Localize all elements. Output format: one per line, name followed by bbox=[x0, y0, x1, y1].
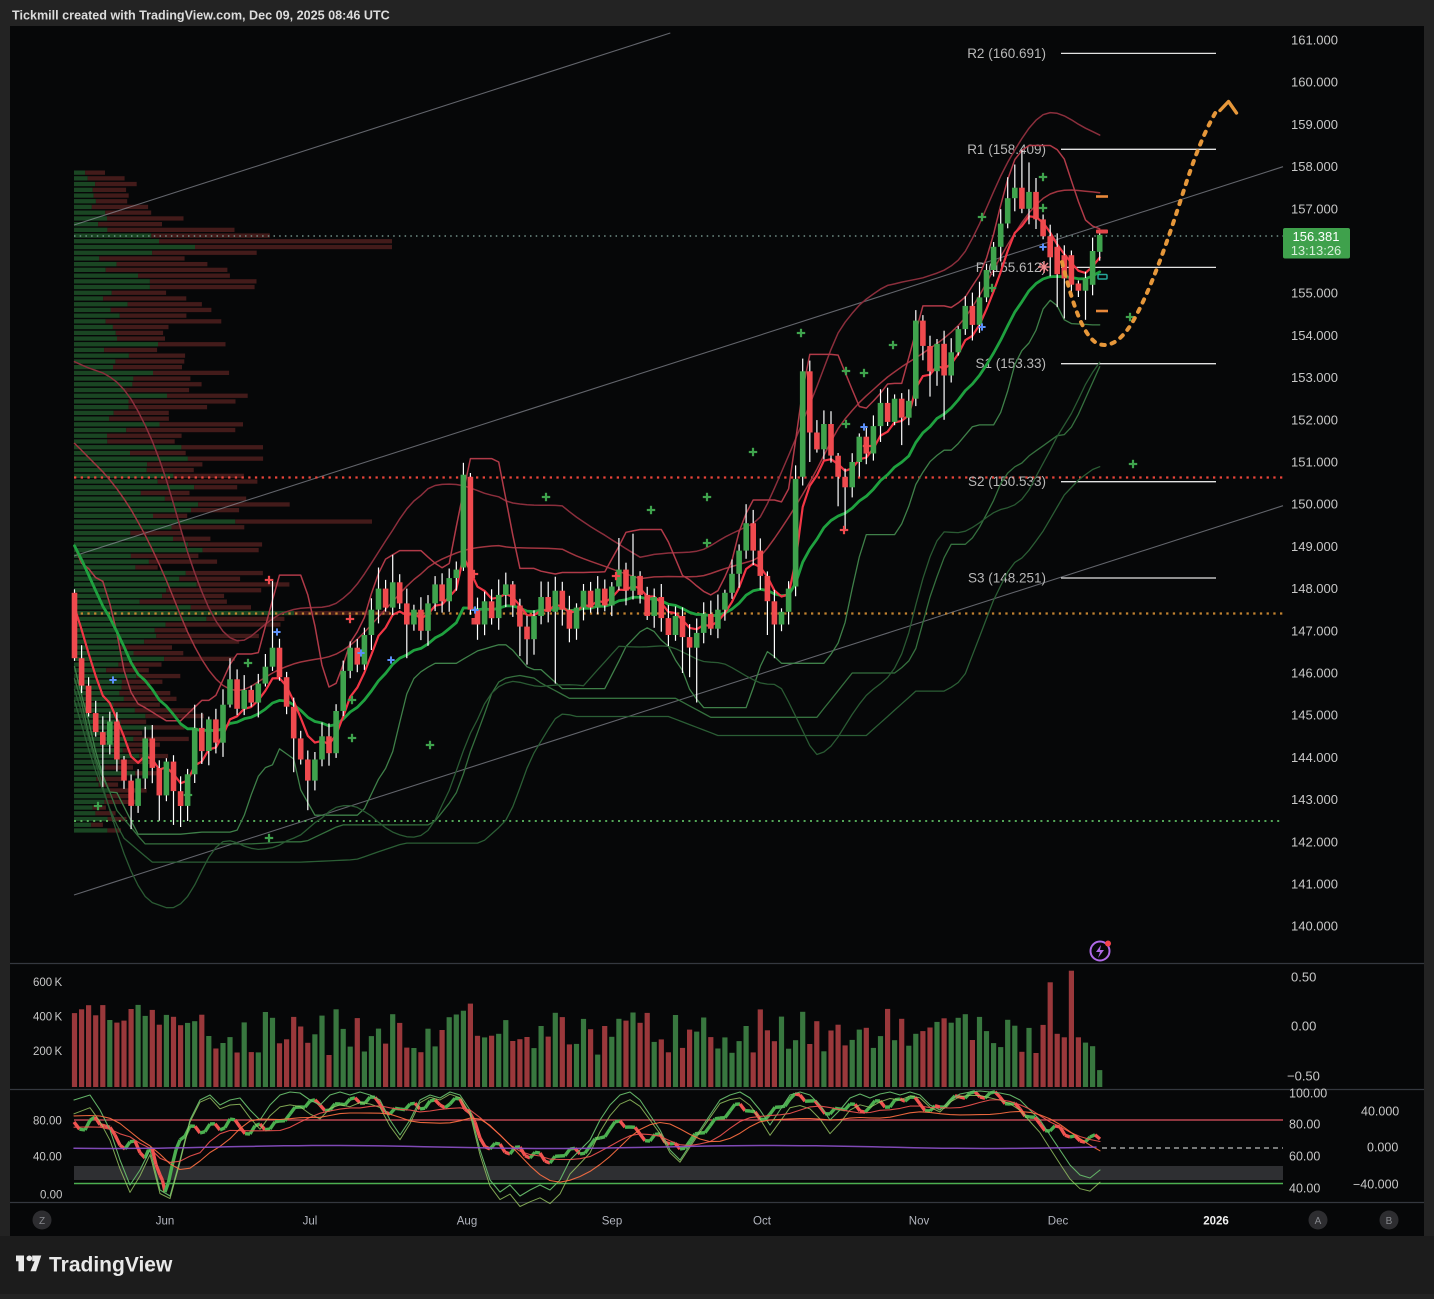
svg-text:144.000: 144.000 bbox=[1291, 750, 1338, 765]
svg-text:148.000: 148.000 bbox=[1291, 581, 1338, 596]
svg-text:161.000: 161.000 bbox=[1291, 33, 1338, 48]
svg-text:160.000: 160.000 bbox=[1291, 75, 1338, 90]
svg-text:40.00: 40.00 bbox=[1289, 1182, 1320, 1196]
svg-text:Jun: Jun bbox=[156, 1216, 175, 1228]
svg-text:152.000: 152.000 bbox=[1291, 412, 1338, 427]
svg-text:200 K: 200 K bbox=[33, 1046, 62, 1058]
svg-text:Dec: Dec bbox=[1048, 1216, 1069, 1228]
svg-text:60.00: 60.00 bbox=[1289, 1150, 1320, 1164]
svg-text:Nov: Nov bbox=[909, 1216, 930, 1228]
svg-text:400 K: 400 K bbox=[33, 1012, 62, 1024]
svg-text:40.00: 40.00 bbox=[33, 1152, 62, 1164]
svg-text:Oct: Oct bbox=[753, 1216, 772, 1228]
svg-text:S2 (150.533): S2 (150.533) bbox=[968, 474, 1046, 489]
svg-text:Z: Z bbox=[39, 1216, 45, 1227]
svg-text:80.00: 80.00 bbox=[1289, 1118, 1320, 1132]
svg-text:R2 (160.691): R2 (160.691) bbox=[967, 46, 1046, 61]
svg-text:40.000: 40.000 bbox=[1361, 1105, 1399, 1119]
svg-text:0.000: 0.000 bbox=[1367, 1141, 1398, 1155]
svg-text:155.000: 155.000 bbox=[1291, 286, 1338, 301]
svg-text:A: A bbox=[1315, 1216, 1322, 1227]
svg-text:149.000: 149.000 bbox=[1291, 539, 1338, 554]
svg-text:147.000: 147.000 bbox=[1291, 623, 1338, 638]
svg-text:146.000: 146.000 bbox=[1291, 666, 1338, 681]
svg-text:−0.50: −0.50 bbox=[1287, 1069, 1320, 1084]
svg-text:Jul: Jul bbox=[303, 1216, 318, 1228]
svg-text:2026: 2026 bbox=[1203, 1216, 1229, 1228]
svg-text:R1 (158.409): R1 (158.409) bbox=[967, 142, 1046, 157]
svg-text:TradingView: TradingView bbox=[49, 1254, 173, 1277]
svg-text:600 K: 600 K bbox=[33, 977, 62, 989]
svg-text:80.00: 80.00 bbox=[33, 1116, 62, 1128]
svg-text:151.000: 151.000 bbox=[1291, 455, 1338, 470]
svg-text:100.00: 100.00 bbox=[1289, 1087, 1327, 1101]
svg-text:156.381: 156.381 bbox=[1293, 229, 1340, 244]
svg-text:153.000: 153.000 bbox=[1291, 370, 1338, 385]
svg-text:0.50: 0.50 bbox=[1291, 970, 1316, 985]
svg-text:141.000: 141.000 bbox=[1291, 877, 1338, 892]
svg-text:158.000: 158.000 bbox=[1291, 159, 1338, 174]
svg-text:−40.000: −40.000 bbox=[1353, 1178, 1399, 1192]
svg-text:Sep: Sep bbox=[602, 1216, 622, 1228]
svg-text:Tickmill created with TradingV: Tickmill created with TradingView.com, D… bbox=[12, 9, 390, 23]
svg-text:0.00: 0.00 bbox=[1291, 1019, 1316, 1034]
svg-text:140.000: 140.000 bbox=[1291, 919, 1338, 934]
svg-text:13:13:26: 13:13:26 bbox=[1291, 243, 1342, 258]
svg-text:142.000: 142.000 bbox=[1291, 834, 1338, 849]
svg-text:143.000: 143.000 bbox=[1291, 792, 1338, 807]
svg-text:159.000: 159.000 bbox=[1291, 117, 1338, 132]
svg-text:Aug: Aug bbox=[457, 1216, 477, 1228]
svg-text:145.000: 145.000 bbox=[1291, 708, 1338, 723]
svg-text:157.000: 157.000 bbox=[1291, 201, 1338, 216]
svg-text:150.000: 150.000 bbox=[1291, 497, 1338, 512]
svg-text:0.00: 0.00 bbox=[40, 1190, 62, 1202]
svg-text:B: B bbox=[1386, 1216, 1393, 1227]
svg-text:154.000: 154.000 bbox=[1291, 328, 1338, 343]
